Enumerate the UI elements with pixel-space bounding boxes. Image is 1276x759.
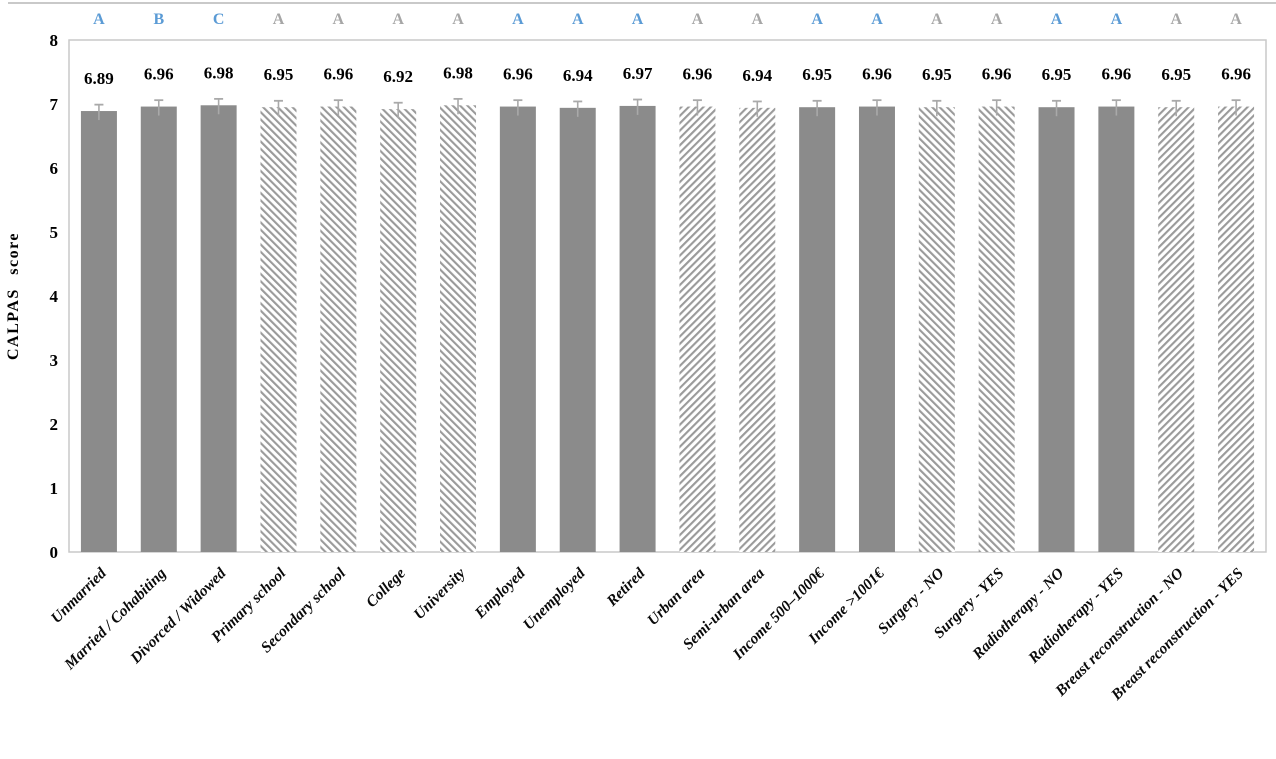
value-label: 6.95 bbox=[922, 65, 952, 84]
x-axis-label: College bbox=[363, 565, 409, 611]
value-label: 6.96 bbox=[1102, 65, 1132, 84]
bars-group bbox=[80, 105, 1255, 553]
value-label: 6.97 bbox=[623, 64, 653, 83]
value-label: 6.96 bbox=[503, 65, 533, 84]
significance-letter: C bbox=[213, 11, 225, 28]
bar bbox=[619, 105, 656, 553]
y-axis-tick-label: 1 bbox=[50, 479, 59, 498]
bar bbox=[679, 106, 716, 552]
y-axis-title: CALPAS score bbox=[5, 232, 22, 360]
bar bbox=[978, 106, 1015, 552]
value-label: 6.89 bbox=[84, 69, 114, 88]
value-label: 6.95 bbox=[1042, 65, 1072, 84]
x-axis-label: Unmarried bbox=[48, 565, 110, 627]
y-axis-tick-label: 8 bbox=[50, 31, 59, 50]
significance-letter: A bbox=[931, 11, 943, 28]
bar bbox=[200, 105, 237, 552]
bar bbox=[799, 107, 836, 552]
bar bbox=[380, 109, 417, 553]
y-axis-tick-label: 6 bbox=[50, 159, 59, 178]
plot-area-border bbox=[68, 39, 1267, 553]
significance-letter: A bbox=[1111, 11, 1123, 28]
value-label: 6.98 bbox=[204, 63, 234, 82]
value-label: 6.96 bbox=[144, 65, 174, 84]
significance-letter: A bbox=[1170, 11, 1182, 28]
y-axis-tick-label: 0 bbox=[50, 543, 59, 562]
value-label: 6.96 bbox=[683, 65, 713, 84]
bar bbox=[440, 105, 477, 552]
y-axis-tick-label: 2 bbox=[50, 415, 59, 434]
value-label: 6.95 bbox=[1161, 65, 1191, 84]
significance-letter: A bbox=[273, 11, 285, 28]
value-label: 6.98 bbox=[443, 63, 473, 82]
value-labels-group: 6.89 6.96 6.98 6.95 6.96 6.92 6.98 6.96 6.94 6.97… bbox=[84, 63, 1251, 88]
bar bbox=[320, 106, 357, 552]
bar bbox=[1038, 107, 1075, 552]
bar bbox=[858, 106, 895, 552]
bar bbox=[1218, 106, 1255, 552]
x-axis-label: Retired bbox=[603, 565, 649, 611]
significance-letter: A bbox=[632, 11, 644, 28]
error-bars-group bbox=[94, 97, 1241, 121]
value-label: 6.96 bbox=[982, 65, 1012, 84]
y-axis-tick-label: 4 bbox=[50, 287, 59, 306]
x-axis-label: Married / Cohabiting bbox=[61, 565, 170, 674]
significance-letter: A bbox=[333, 11, 345, 28]
significance-letter: A bbox=[871, 11, 883, 28]
value-label: 6.96 bbox=[1221, 65, 1251, 84]
y-axis-tick-labels: 0 1 2 3 4 5 6 7 8 bbox=[50, 31, 59, 562]
significance-letter: A bbox=[991, 11, 1003, 28]
significance-letter: A bbox=[1230, 11, 1242, 28]
x-axis-label: Unemployed bbox=[520, 565, 589, 634]
bar bbox=[1098, 106, 1135, 552]
bar bbox=[140, 106, 177, 552]
bar bbox=[1158, 107, 1195, 552]
bar bbox=[80, 111, 117, 552]
value-label: 6.96 bbox=[323, 65, 353, 84]
significance-letter: A bbox=[1051, 11, 1063, 28]
significance-letter: A bbox=[572, 11, 584, 28]
value-label: 6.94 bbox=[563, 66, 593, 85]
significance-letter: A bbox=[392, 11, 404, 28]
significance-letter: B bbox=[153, 11, 164, 28]
value-label: 6.95 bbox=[264, 65, 294, 84]
y-axis-tick-label: 5 bbox=[50, 223, 59, 242]
significance-letter: A bbox=[811, 11, 823, 28]
x-axis-label: Urban area bbox=[644, 565, 708, 629]
significance-letter: A bbox=[452, 11, 464, 28]
value-label: 6.92 bbox=[383, 67, 413, 86]
significance-letter: A bbox=[692, 11, 704, 28]
bar bbox=[559, 107, 596, 552]
bar bbox=[260, 107, 297, 552]
bar bbox=[918, 107, 955, 552]
y-axis-tick-label: 3 bbox=[50, 351, 59, 370]
value-label: 6.94 bbox=[742, 66, 772, 85]
significance-letter: A bbox=[93, 11, 105, 28]
x-axis-label: Employed bbox=[471, 565, 529, 623]
bar bbox=[739, 107, 776, 552]
significance-letter: A bbox=[512, 11, 524, 28]
y-axis-tick-label: 7 bbox=[50, 95, 59, 114]
value-label: 6.95 bbox=[802, 65, 832, 84]
significance-letter: A bbox=[751, 11, 763, 28]
value-label: 6.96 bbox=[862, 65, 892, 84]
bar bbox=[499, 106, 536, 552]
x-axis-label: University bbox=[411, 565, 469, 623]
